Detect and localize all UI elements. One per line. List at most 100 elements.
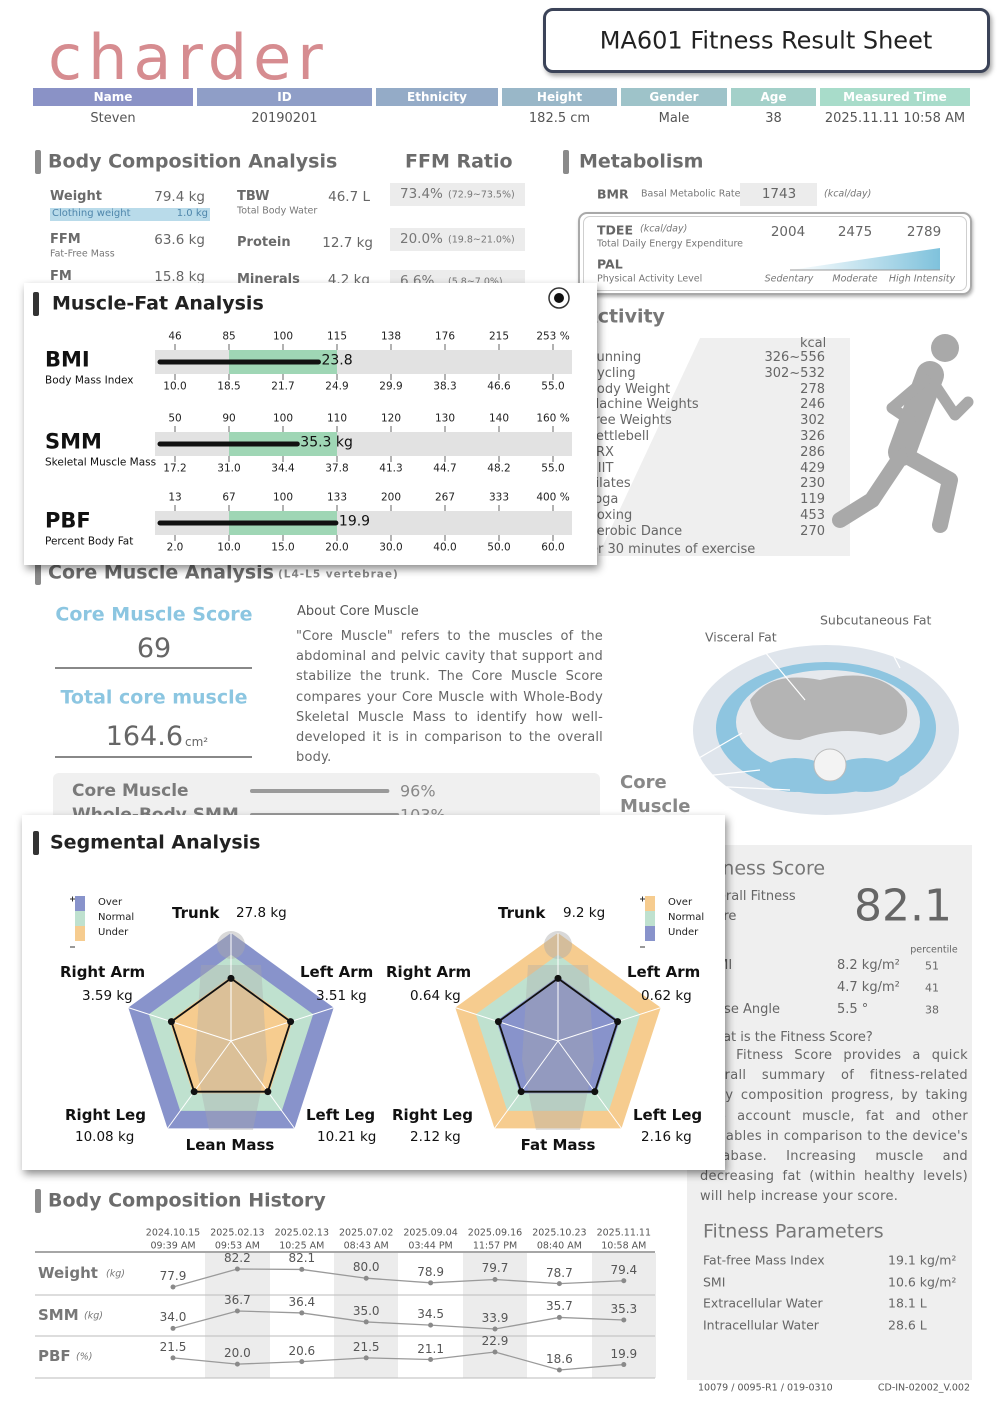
pal-label: PAL (597, 256, 623, 272)
history-point (428, 1322, 434, 1328)
leader-line (879, 629, 901, 669)
segment-value: 9.2 kg (563, 904, 606, 921)
top-tick-label: 333 (488, 491, 510, 504)
item-value: 15.8 kg (154, 268, 205, 285)
top-tick-label: 67 (222, 491, 236, 504)
top-tick-label: 100 (272, 491, 294, 504)
activity-kcal: 230 (800, 476, 825, 492)
info-value: 38 (765, 111, 782, 127)
top-tick-label: 160 % (536, 412, 570, 425)
history-time: 09:39 AM (150, 1240, 196, 1252)
activity-backdrop (598, 338, 850, 556)
section-title: Body Composition History (48, 1189, 326, 1212)
section-marker (35, 1189, 41, 1213)
percentile-label: percentile (910, 944, 958, 956)
history-value-label: 78.7 (546, 1265, 573, 1280)
history-date: 2025.10.23 (532, 1227, 587, 1239)
tick-label: 2.0 (166, 541, 184, 554)
info-header-cell (502, 88, 617, 106)
history-value-label: 35.0 (352, 1303, 380, 1318)
top-tick-label: 110 (326, 412, 348, 425)
tick-label: 20.0 (325, 541, 349, 554)
bmr-box (740, 183, 817, 206)
section-title: Segmental Analysis (50, 831, 261, 854)
param-value: 18.1 L (888, 1295, 927, 1311)
pal-level: Sedentary (764, 273, 814, 285)
activity-kcal: 302 (800, 413, 825, 429)
history-value-label: 35.7 (546, 1299, 573, 1314)
top-tick-label: 253 % (536, 330, 570, 343)
graphics (155, 287, 572, 541)
section-marker (563, 150, 569, 174)
segment-value: 3.51 kg (316, 987, 367, 1004)
segment-label: Left Arm (627, 963, 701, 981)
item-sub: Total Body Water (237, 205, 318, 217)
legend-label: Normal (98, 912, 135, 923)
legend-swatch (75, 911, 85, 926)
tick-label: 18.5 (217, 380, 241, 393)
info-header-cell (621, 88, 727, 106)
activity-kcal: 286 (800, 445, 825, 460)
tick-label: 37.8 (325, 462, 349, 475)
runner-arm (886, 374, 931, 426)
params-title: Fitness Parameters (703, 1220, 884, 1243)
about-title: About Core Muscle (297, 604, 419, 620)
muscle-fat-panel: Muscle-Fat Analysis BMI Body Mass Index 46 8… (24, 283, 597, 565)
segmental-panel: Segmental Analysis Trunk 27.8 kg Right Arm 3… (22, 815, 725, 1170)
tick-label: 31.0 (217, 462, 241, 475)
history-date: 2025.11.11 (596, 1227, 651, 1239)
history-unit: (kg) (84, 1310, 103, 1322)
segment-point (614, 1018, 622, 1026)
tick-label: 15.0 (271, 541, 295, 554)
tdee-value: 2475 (837, 223, 873, 240)
bmr-value: 1743 (761, 185, 797, 202)
history-point (234, 1361, 240, 1367)
top-tick-label: 100 (272, 330, 294, 343)
history-point (556, 1314, 562, 1320)
radar-title: Lean Mass (185, 1136, 275, 1154)
history-point (363, 1355, 369, 1361)
legend-label: Under (98, 927, 129, 938)
activity-kcal: 270 (800, 524, 825, 539)
tdee-inner (583, 216, 967, 291)
history-date: 2025.07.02 (338, 1227, 394, 1239)
info-value: 20190201 (251, 111, 318, 127)
pal-level: Moderate (832, 273, 878, 285)
section-marker (33, 831, 39, 855)
overall-value: 82.1 (854, 880, 952, 932)
runner-leg (897, 447, 958, 533)
top-tick-label: 90 (222, 412, 236, 425)
history-point (492, 1276, 498, 1282)
item-label: TBW (237, 189, 270, 205)
ratio-value: 20.0% (400, 230, 443, 247)
history-time: 10:25 AM (279, 1240, 325, 1252)
param-label: Intracellular Water (703, 1317, 819, 1333)
history-point (234, 1266, 240, 1272)
segment-label: Left Leg (633, 1106, 703, 1124)
runner-arm (929, 379, 974, 421)
segment-value: 10.21 kg (317, 1128, 377, 1145)
item-value: 12.7 kg (322, 234, 373, 251)
section-marker (35, 150, 41, 174)
history-value-label: 77.9 (159, 1268, 187, 1283)
spoke (167, 1040, 232, 1129)
fitness-row-percentile: 41 (925, 981, 939, 995)
history-value-label: 18.6 (546, 1351, 573, 1366)
value-label: 23.8 (321, 352, 353, 369)
segment-value: 27.8 kg (236, 904, 287, 921)
top-tick-label: 140 (488, 412, 510, 425)
history-time: 03:44 PM (408, 1240, 453, 1252)
segment-value: 0.64 kg (410, 987, 461, 1004)
top-tick-label: 400 % (536, 491, 570, 504)
item-value: 79.4 kg (154, 188, 205, 205)
item-label: FFM (50, 232, 81, 248)
history-value-label: 79.7 (481, 1261, 509, 1276)
activity-name: Cycling (588, 366, 636, 381)
segment-point (517, 1088, 525, 1096)
history-point (621, 1362, 627, 1368)
segment-point (554, 974, 562, 982)
title-box (543, 8, 990, 73)
info-header-cell (33, 88, 193, 106)
